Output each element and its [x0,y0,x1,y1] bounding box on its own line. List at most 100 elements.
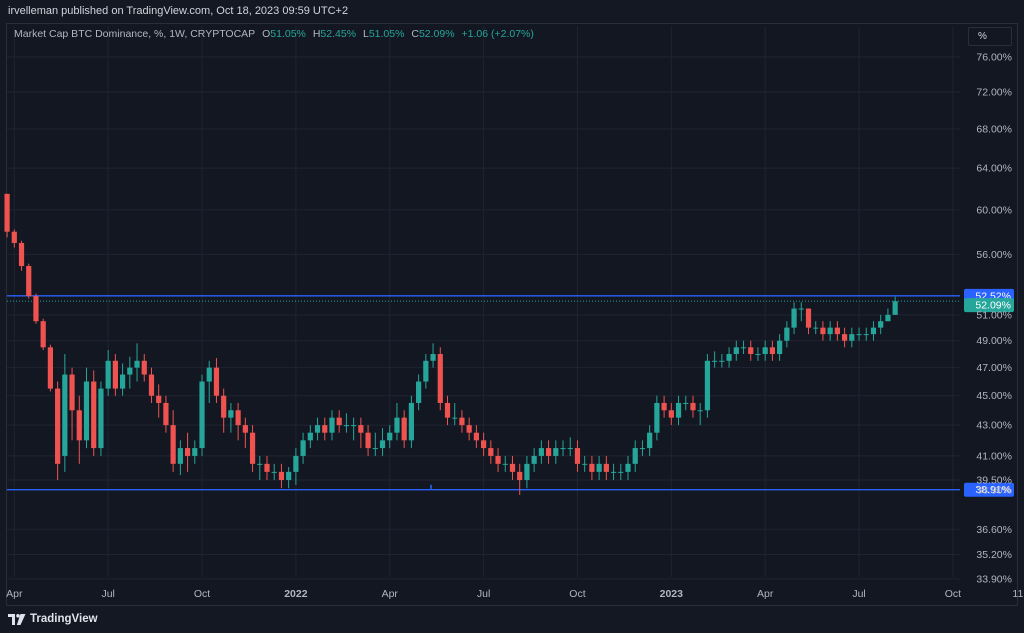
candle [625,455,631,480]
candle [235,402,241,441]
time-tick-label: 11 [1012,588,1023,600]
candle-body [582,463,588,465]
candle-body [351,425,357,427]
candle-body [697,410,703,412]
published-info: irvelleman published on TradingView.com,… [8,5,349,17]
candle [76,395,82,464]
candle [213,358,220,403]
candle [156,384,162,418]
candle-body [733,347,739,355]
candle [4,193,10,238]
close-value: 52.09% [418,28,455,40]
candle [55,381,61,480]
candle [596,455,602,480]
candle [300,432,306,464]
candle [610,463,617,480]
candle [654,395,660,441]
candle-body [163,402,169,426]
candle [517,463,523,495]
candle [712,351,718,368]
candle-body [683,402,689,404]
candle [293,448,299,485]
candle [704,354,711,418]
candle-body [805,308,812,328]
candle [748,340,754,361]
candle [336,410,342,433]
candle [387,425,393,449]
candle [127,356,133,389]
candle-body [322,425,328,433]
candle-body [495,455,501,464]
candle-body [647,432,653,449]
candle-body [459,417,465,426]
candle [661,395,667,418]
candle [769,340,775,361]
candle [827,321,833,341]
candle [567,437,573,456]
candle [322,417,328,441]
last-price-box [964,298,1014,313]
candle [134,343,140,382]
candle-body [690,402,696,411]
candle [553,440,559,464]
candle-body [842,334,848,341]
candle [524,455,530,489]
candle [112,354,118,396]
candle-body [661,402,667,411]
candle [740,340,747,355]
candle [307,425,313,449]
candle-body [553,448,559,456]
footer: TradingView [0,606,1024,633]
candle [120,363,126,396]
candle-body [33,296,39,322]
candle-body [184,448,191,456]
price-tick-label: 39.50% [976,475,1012,487]
candlestick-chart[interactable]: 52.52%38.91%52.09% 76.00%72.00%68.00%64.… [0,0,1024,606]
candle-body [76,410,82,441]
candle-body [892,301,898,315]
candle [430,343,436,368]
time-tick-label: Oct [569,588,585,600]
time-tick-label: Apr [382,588,399,600]
candle [83,367,90,449]
candle [444,395,451,426]
candle [690,395,696,418]
candle-body [387,432,393,441]
candle-body [798,308,804,310]
candle [358,417,364,449]
candle [885,308,891,322]
candle [632,440,638,472]
candle [343,413,350,433]
candle [892,296,898,315]
price-tick-label: 60.00% [976,204,1012,216]
candle [870,321,877,341]
time-tick-label: Jul [852,588,865,600]
candle [170,410,176,472]
scale-unit-button[interactable]: % [968,27,1012,46]
price-tick-label: 36.60% [976,524,1012,536]
price-tick-label: 68.00% [976,123,1012,135]
candle-body [148,374,155,396]
candle-body [437,354,443,403]
candle [18,240,25,271]
candle-body [740,347,747,349]
candle-body [47,347,53,389]
candle-body [545,448,552,456]
candle [264,455,270,480]
candle [459,410,465,433]
candle [481,432,487,456]
candle [545,440,552,464]
price-tick-label: 72.00% [976,86,1012,98]
candle [582,455,588,472]
price-tick-label: 33.90% [976,573,1012,585]
candle-body [827,327,833,335]
open-value: 51.05% [270,28,306,40]
candle-body [408,402,414,441]
candle [192,440,198,464]
candle [199,374,205,456]
candle-body [365,432,371,449]
tradingview-logo[interactable]: TradingView [8,613,98,625]
candle-body [91,381,97,449]
candle [762,340,768,361]
candle [401,410,407,449]
